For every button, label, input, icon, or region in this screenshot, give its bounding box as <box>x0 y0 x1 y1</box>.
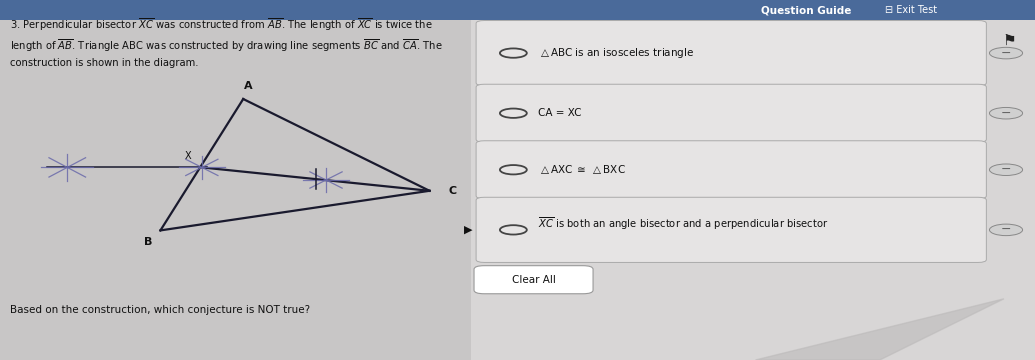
Circle shape <box>989 47 1023 59</box>
Text: ⚑: ⚑ <box>1002 32 1016 48</box>
Text: length of $\overline{AB}$. Triangle ABC was constructed by drawing line segments: length of $\overline{AB}$. Triangle ABC … <box>10 38 443 54</box>
FancyBboxPatch shape <box>0 0 1035 20</box>
Circle shape <box>989 224 1023 236</box>
FancyBboxPatch shape <box>476 84 986 142</box>
Polygon shape <box>756 299 1004 360</box>
Text: A: A <box>244 81 253 91</box>
Text: Based on the construction, which conjecture is NOT true?: Based on the construction, which conject… <box>10 305 310 315</box>
Text: ⊟ Exit Test: ⊟ Exit Test <box>885 5 937 15</box>
FancyBboxPatch shape <box>476 197 986 262</box>
Text: −: − <box>1001 107 1011 120</box>
Text: −: − <box>1001 46 1011 60</box>
Text: $\triangle$ABC is an isosceles triangle: $\triangle$ABC is an isosceles triangle <box>538 46 694 60</box>
FancyBboxPatch shape <box>471 20 1035 360</box>
Text: CA = XC: CA = XC <box>538 108 582 118</box>
FancyBboxPatch shape <box>476 141 986 199</box>
Text: X: X <box>185 151 191 161</box>
Text: Question Guide: Question Guide <box>761 5 851 15</box>
Circle shape <box>989 164 1023 175</box>
Text: ▶: ▶ <box>464 225 472 235</box>
Text: $\triangle$AXC $\cong$ $\triangle$BXC: $\triangle$AXC $\cong$ $\triangle$BXC <box>538 163 626 176</box>
Text: −: − <box>1001 163 1011 176</box>
Text: B: B <box>144 237 152 247</box>
Text: construction is shown in the diagram.: construction is shown in the diagram. <box>10 58 199 68</box>
Text: C: C <box>448 186 456 196</box>
Text: Clear All: Clear All <box>511 275 556 285</box>
FancyBboxPatch shape <box>476 21 986 86</box>
Text: $\overline{XC}$ is both an angle bisector and a perpendicular bisector: $\overline{XC}$ is both an angle bisecto… <box>538 215 829 231</box>
Circle shape <box>989 107 1023 119</box>
Text: −: − <box>1001 223 1011 237</box>
FancyBboxPatch shape <box>474 266 593 294</box>
Text: 3. Perpendicular bisector $\overline{XC}$ was constructed from $\overline{AB}$. : 3. Perpendicular bisector $\overline{XC}… <box>10 16 433 33</box>
